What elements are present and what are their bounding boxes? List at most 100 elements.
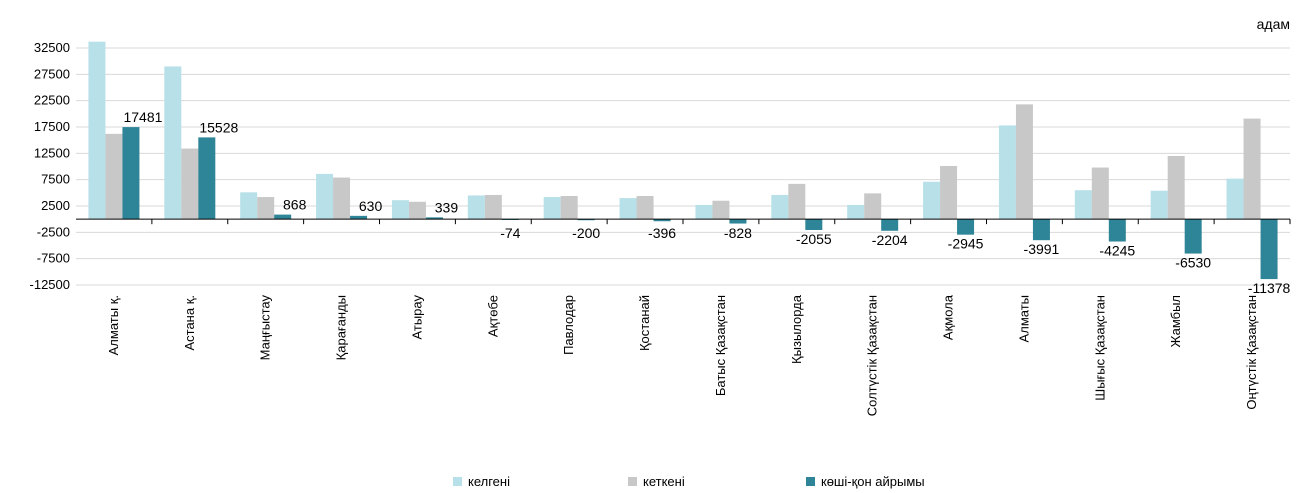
- bar-ayyrmasy: [425, 217, 443, 220]
- data-label: -2204: [872, 232, 908, 248]
- bar-kelgeni: [998, 125, 1016, 220]
- bar-ketkeni: [712, 200, 730, 220]
- bar-kelgeni: [391, 200, 409, 220]
- bar-ayyrmasy: [1260, 219, 1278, 280]
- x-tick-label: Шығыс Қазақстан: [1092, 295, 1107, 401]
- bar-ketkeni: [636, 195, 654, 220]
- x-tick-label: Қарағанды: [334, 295, 349, 360]
- bar-ketkeni: [864, 193, 882, 220]
- x-tick-label: Солтүстік Қазақстан: [865, 295, 880, 416]
- y-tick-label: -7500: [37, 251, 70, 266]
- data-label: 339: [435, 199, 459, 215]
- legend-label-ayyrmasy: көші-қон айрымы: [821, 474, 925, 489]
- bar-kelgeni: [847, 204, 865, 220]
- bar-ayyrmasy: [881, 219, 899, 231]
- bar-kelgeni: [695, 204, 713, 220]
- x-tick-label: Атырау: [409, 295, 424, 340]
- data-label: 17481: [123, 109, 162, 125]
- x-tick-label: Павлодар: [561, 295, 576, 355]
- y-tick-label: 22500: [34, 93, 70, 108]
- y-tick-label: 2500: [41, 198, 70, 213]
- data-label: -74: [500, 225, 520, 241]
- bar-kelgeni: [88, 41, 106, 220]
- bar-ayyrmasy: [1108, 219, 1126, 242]
- y-tick-label: 17500: [34, 119, 70, 134]
- data-label: -200: [572, 225, 600, 241]
- bar-kelgeni: [923, 181, 941, 220]
- legend-item-kelgeni: келгені: [453, 474, 510, 489]
- x-tick-label: Қостанай: [637, 295, 652, 351]
- x-tick-label: Ақтөбе: [485, 295, 500, 337]
- bar-chart: 32500 27500 22500 17500 12500 7500 2500 -2500 -7…: [30, 40, 1291, 416]
- x-tick-label: Батыс Қазақстан: [713, 295, 728, 396]
- legend-label-ketkeni: кеткені: [643, 474, 685, 489]
- bar-kelgeni: [1150, 190, 1168, 220]
- data-label: -828: [724, 225, 752, 241]
- bar-ketkeni: [940, 165, 958, 220]
- y-tick-label: 32500: [34, 40, 70, 55]
- legend-swatch-ayyrmasy: [806, 477, 815, 486]
- y-tick-label: 7500: [41, 172, 70, 187]
- bar-ayyrmasy: [1184, 219, 1202, 254]
- x-tick-label: Алматы: [1016, 295, 1031, 342]
- bar-kelgeni: [771, 194, 789, 220]
- bar-ketkeni: [1091, 167, 1109, 220]
- x-tick-label: Астана қ.: [182, 295, 197, 351]
- bar-kelgeni: [164, 66, 182, 220]
- data-label: 630: [359, 198, 383, 214]
- bar-ketkeni: [408, 201, 426, 220]
- x-tick-label: Ақмола: [941, 294, 956, 340]
- bar-ketkeni: [1167, 155, 1185, 220]
- unit-label: адам: [1256, 16, 1290, 32]
- bar-ketkeni: [257, 197, 275, 220]
- bar-ketkeni: [484, 194, 502, 220]
- bar-kelgeni: [619, 198, 637, 220]
- data-label: 15528: [199, 119, 238, 135]
- bar-ketkeni: [560, 195, 578, 220]
- data-label: -3991: [1024, 241, 1060, 257]
- data-label: -2055: [796, 231, 832, 247]
- bar-ketkeni: [788, 183, 806, 220]
- x-tick-label: Алматы қ.: [106, 295, 121, 355]
- bar-ayyrmasy: [274, 214, 292, 220]
- legend-item-ayyrmasy: көші-қон айрымы: [806, 474, 925, 489]
- bar-ayyrmasy: [729, 219, 747, 224]
- x-tick-label: Оңтүстік Қазақстан: [1244, 295, 1259, 410]
- bar-ayyrmasy: [1032, 219, 1050, 241]
- bar-ayyrmasy: [653, 219, 671, 222]
- bar-kelgeni: [1226, 178, 1244, 220]
- bar-kelgeni: [467, 195, 485, 220]
- bar-ayyrmasy: [198, 137, 216, 220]
- data-label: -11378: [1248, 280, 1291, 296]
- data-label: -396: [648, 225, 676, 241]
- legend: келгені кеткені көші-қон айрымы: [0, 474, 1304, 492]
- bar-ketkeni: [1243, 118, 1261, 220]
- y-tick-label: 12500: [34, 145, 70, 160]
- bar-ayyrmasy: [122, 127, 140, 220]
- data-label: -4245: [1099, 243, 1135, 259]
- y-tick-label: -2500: [37, 224, 70, 239]
- legend-swatch-ketkeni: [628, 477, 637, 486]
- x-tick-label: Қызылорда: [789, 294, 804, 364]
- legend-label-kelgeni: келгені: [468, 474, 510, 489]
- bar-kelgeni: [1074, 190, 1092, 220]
- bar-kelgeni: [240, 192, 258, 220]
- data-label: -2945: [948, 236, 984, 252]
- x-tick-label: Маңғыстау: [258, 295, 273, 361]
- bar-ketkeni: [1015, 104, 1033, 220]
- data-label: 868: [283, 197, 307, 213]
- x-tick-label: Жамбыл: [1168, 295, 1183, 348]
- bar-ketkeni: [105, 133, 123, 220]
- bar-kelgeni: [316, 173, 334, 220]
- bar-ketkeni: [333, 177, 351, 220]
- data-label: -6530: [1175, 255, 1211, 271]
- bar-ayyrmasy: [805, 219, 823, 230]
- bar-ketkeni: [181, 148, 199, 220]
- bar-ayyrmasy: [957, 219, 975, 235]
- y-tick-label: -12500: [30, 277, 70, 292]
- bar-kelgeni: [543, 197, 561, 220]
- legend-swatch-kelgeni: [453, 477, 462, 486]
- bar-ayyrmasy: [577, 219, 595, 221]
- legend-item-ketkeni: кеткені: [628, 474, 685, 489]
- bar-ayyrmasy: [350, 215, 368, 220]
